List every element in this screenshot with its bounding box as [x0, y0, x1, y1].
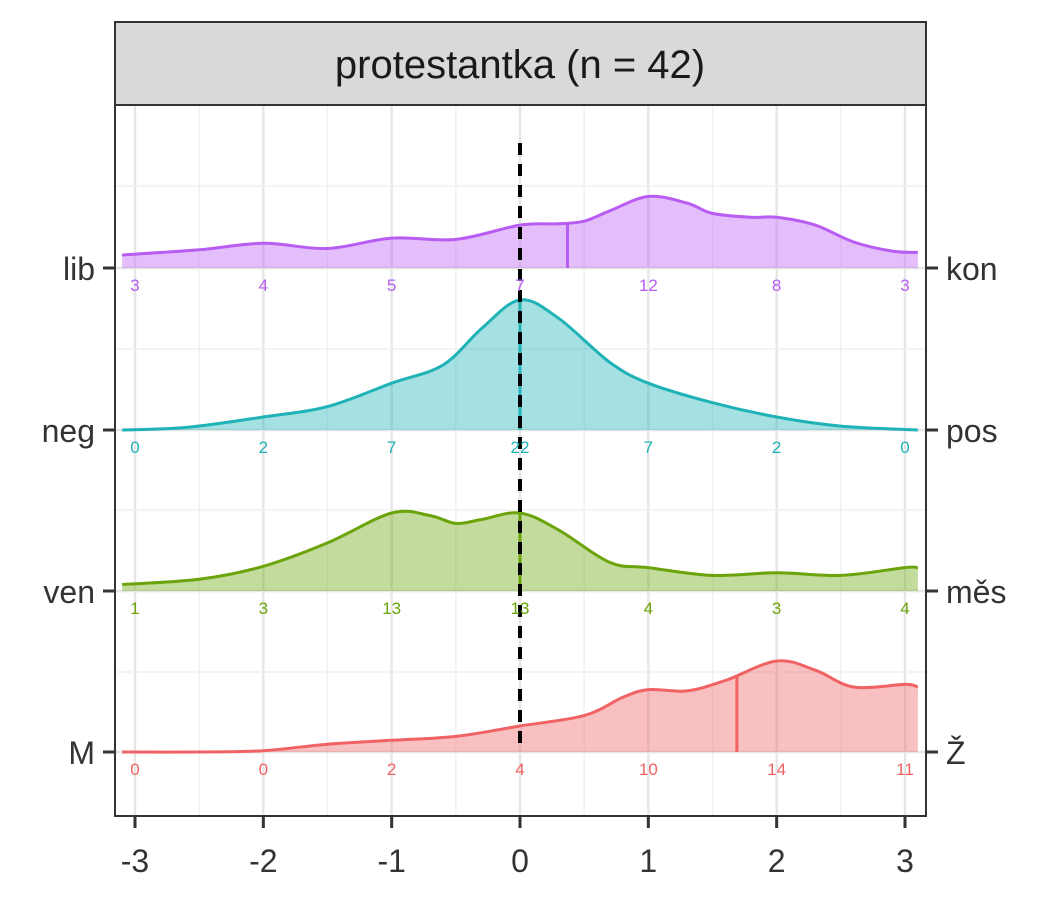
ridge-M-Ž: [122, 659, 919, 754]
count-label: 4: [644, 599, 653, 618]
y-label-left: M: [68, 735, 95, 771]
count-label: 10: [639, 760, 658, 779]
count-label: 13: [511, 599, 530, 618]
count-label: 22: [511, 438, 530, 457]
count-label: 4: [259, 276, 268, 295]
count-label: 12: [639, 276, 658, 295]
count-label: 7: [644, 438, 653, 457]
y-label-right: kon: [946, 251, 998, 287]
y-axis-left: lib neg ven M: [42, 251, 115, 771]
x-tick-label: 0: [511, 843, 529, 879]
x-tick-label: 3: [896, 843, 914, 879]
x-tick-label: 2: [768, 843, 786, 879]
count-label: 7: [387, 438, 396, 457]
count-label: 7: [515, 276, 524, 295]
count-label: 3: [130, 276, 139, 295]
count-label: 4: [515, 760, 524, 779]
count-label: 0: [130, 760, 139, 779]
count-label: 3: [259, 599, 268, 618]
panel-strip: [114, 21, 927, 106]
x-tick-label: -1: [377, 843, 405, 879]
count-label: 5: [387, 276, 396, 295]
y-label-left: neg: [42, 413, 95, 449]
count-label: 13: [382, 599, 401, 618]
y-label-left: ven: [43, 574, 95, 610]
count-label: 3: [900, 276, 909, 295]
y-label-right: Ž: [946, 735, 966, 771]
x-tick-label: -3: [121, 843, 149, 879]
count-label: 0: [259, 760, 268, 779]
count-label: 0: [130, 438, 139, 457]
y-label-left: lib: [63, 251, 95, 287]
count-labels: 3 4 5 7 12 8 30 2 7 22 7 2 01 3 13 13 4 3 40 0 2 4 10 14 11: [130, 276, 914, 779]
density-line: [122, 194, 918, 257]
count-label: 2: [387, 760, 396, 779]
y-axis-right: kon pos měs Ž: [926, 251, 1006, 771]
count-label: 1: [130, 599, 139, 618]
panel-title: protestantka (n = 42): [335, 43, 705, 87]
count-label: 8: [772, 276, 781, 295]
x-tick-label: 1: [639, 843, 657, 879]
x-axis: -3 -2 -1 0 1 2 3: [121, 816, 914, 879]
count-label: 3: [772, 599, 781, 618]
density-line: [122, 659, 919, 754]
y-label-right: pos: [946, 413, 998, 449]
count-label: 4: [900, 599, 909, 618]
count-label: 2: [259, 438, 268, 457]
x-tick-label: -2: [249, 843, 277, 879]
y-label-right: měs: [946, 574, 1006, 610]
count-label: 0: [900, 438, 909, 457]
count-label: 2: [772, 438, 781, 457]
count-label: 14: [767, 760, 786, 779]
count-label: 11: [896, 760, 914, 779]
